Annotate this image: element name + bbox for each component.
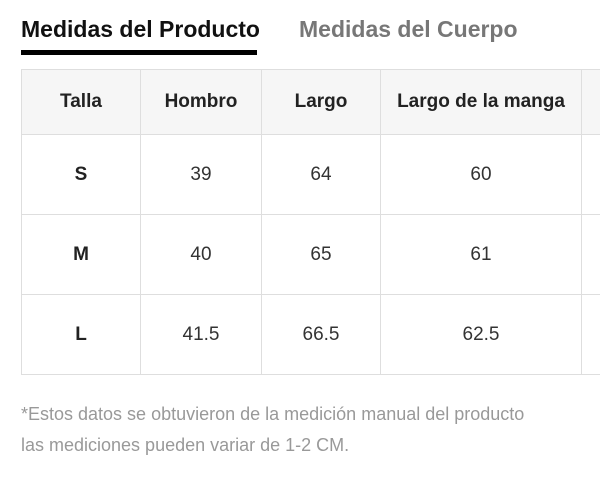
tab-body-measurements[interactable]: Medidas del Cuerpo [299, 16, 518, 42]
cell-length: 65 [261, 214, 381, 295]
measurement-note: *Estos datos se obtuvieron de la medició… [21, 399, 600, 461]
size-table-container[interactable]: Talla Hombro Largo Largo de la manga S 3… [21, 69, 600, 376]
header-length: Largo [261, 69, 381, 135]
table-row: M 40 65 61 [21, 214, 600, 295]
cell-overflow [581, 294, 600, 375]
size-table: Talla Hombro Largo Largo de la manga S 3… [21, 69, 600, 375]
cell-size: M [21, 214, 141, 295]
cell-size: S [21, 134, 141, 215]
cell-overflow [581, 214, 600, 295]
cell-shoulder: 41.5 [140, 294, 262, 375]
header-overflow-column [581, 69, 600, 135]
cell-sleeve-length: 62.5 [380, 294, 582, 375]
cell-sleeve-length: 60 [380, 134, 582, 215]
cell-shoulder: 39 [140, 134, 262, 215]
note-line-1: *Estos datos se obtuvieron de la medició… [21, 404, 525, 424]
cell-shoulder: 40 [140, 214, 262, 295]
table-header-row: Talla Hombro Largo Largo de la manga [21, 69, 600, 135]
table-row: S 39 64 60 [21, 134, 600, 215]
header-sleeve-length: Largo de la manga [380, 69, 582, 135]
header-size: Talla [21, 69, 141, 135]
cell-overflow [581, 134, 600, 215]
header-shoulder: Hombro [140, 69, 262, 135]
cell-size: L [21, 294, 141, 375]
measurement-tabs: Medidas del Producto Medidas del Cuerpo [0, 0, 600, 60]
cell-length: 64 [261, 134, 381, 215]
note-line-2: las mediciones pueden variar de 1-2 CM. [21, 435, 350, 455]
active-tab-indicator [21, 50, 257, 55]
table-row: L 41.5 66.5 62.5 [21, 294, 600, 375]
cell-length: 66.5 [261, 294, 381, 375]
tab-product-measurements[interactable]: Medidas del Producto [21, 16, 260, 42]
cell-sleeve-length: 61 [380, 214, 582, 295]
